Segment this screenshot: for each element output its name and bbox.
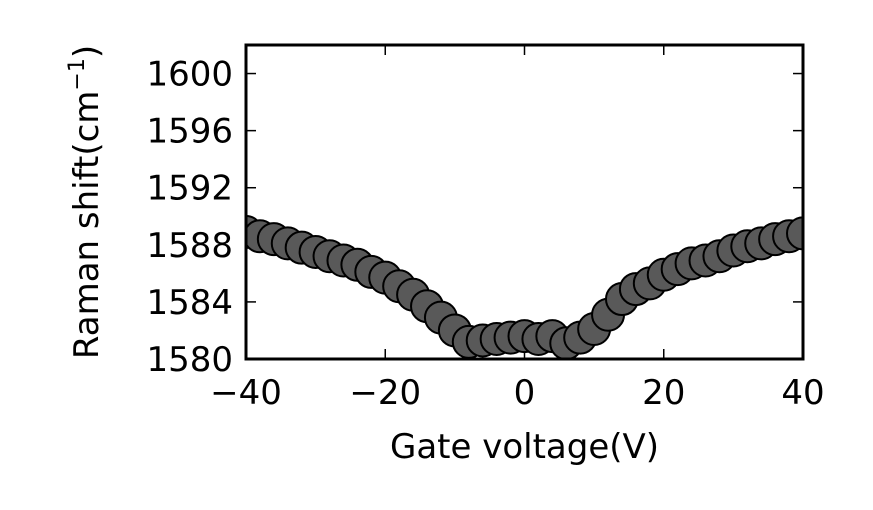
y-axis-label-text: Raman shift(cm — [67, 91, 107, 360]
y-axis-label-exponent: −1 — [65, 58, 90, 90]
tick-labels: −40 −20 0 20 40 1580 1584 1588 1592 1596 1600 — [146, 55, 824, 413]
y-axis-label: Raman shift(cm−1) — [65, 45, 107, 359]
y-tick-label: 1580 — [146, 340, 233, 380]
plot-frame — [244, 43, 805, 361]
y-tick-label: 1584 — [146, 283, 233, 323]
x-axis-label: Gate voltage(V) — [390, 427, 659, 467]
y-tick-label: 1592 — [146, 169, 233, 209]
x-tick-label: −40 — [210, 373, 282, 413]
x-tick-label: 0 — [514, 373, 536, 413]
data-points — [246, 214, 803, 359]
y-tick-label: 1596 — [146, 112, 233, 152]
ticks — [245, 45, 804, 360]
x-tick-label: 20 — [642, 373, 685, 413]
y-tick-label: 1588 — [146, 226, 233, 266]
y-tick-label: 1600 — [146, 55, 233, 95]
y-axis-label-close: ) — [67, 45, 107, 58]
data-point — [786, 216, 803, 251]
x-tick-label: 40 — [781, 373, 824, 413]
x-tick-label: −20 — [349, 373, 421, 413]
